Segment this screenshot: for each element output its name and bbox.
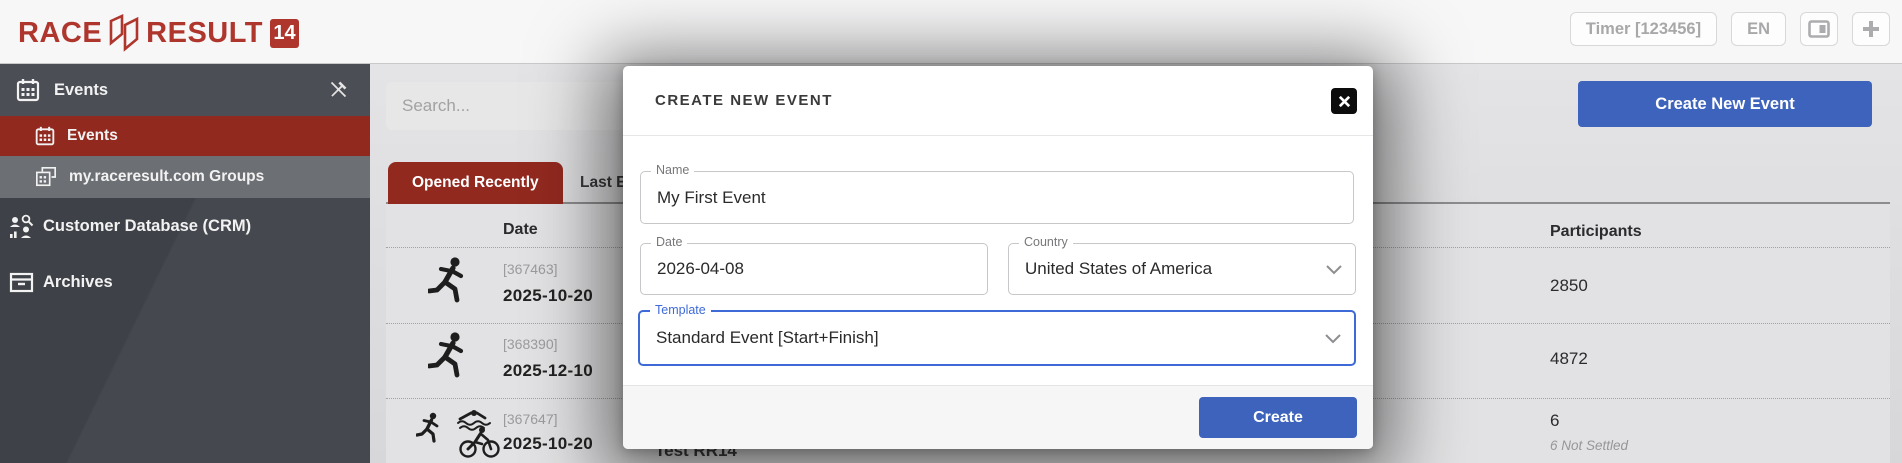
window-panel-icon xyxy=(1808,20,1830,38)
logo-text-result: RESULT xyxy=(146,16,264,49)
archive-icon xyxy=(9,272,34,292)
name-input[interactable] xyxy=(641,172,1353,223)
country-select[interactable]: Country United States of America xyxy=(1008,235,1356,295)
calendar-icon xyxy=(35,126,55,146)
chevron-down-icon xyxy=(1325,334,1341,344)
triathlon-icon xyxy=(416,410,500,458)
sidebar-item-events-header[interactable]: Events xyxy=(0,64,370,116)
window-layout-button[interactable] xyxy=(1800,12,1838,46)
sidebar-item-label: Events xyxy=(67,127,118,144)
event-date: 2025-10-20 xyxy=(503,434,593,453)
event-participants: 4872 xyxy=(1550,349,1588,368)
logo-mark-icon xyxy=(109,14,139,52)
sidebar-item-label: my.raceresult.com Groups xyxy=(69,168,265,185)
country-selected-value: United States of America xyxy=(1025,259,1213,278)
date-field: Date xyxy=(640,235,988,295)
logo: RACE RESULT 14 xyxy=(18,14,300,52)
dialog-header: CREATE NEW EVENT xyxy=(623,66,1373,136)
event-participants: 2850 xyxy=(1550,276,1588,295)
event-id: [368390] xyxy=(503,336,558,352)
unpin-icon[interactable] xyxy=(328,79,349,100)
event-date: 2025-10-20 xyxy=(503,286,593,305)
chevron-down-icon xyxy=(1326,265,1342,275)
close-button[interactable] xyxy=(1331,88,1357,114)
sidebar-item-events[interactable]: Events xyxy=(0,116,370,156)
create-new-event-dialog: CREATE NEW EVENT Name Date Country Unite… xyxy=(623,66,1373,449)
groups-icon xyxy=(36,167,56,187)
logo-version-badge: 14 xyxy=(270,18,300,48)
column-header-participants: Participants xyxy=(1550,223,1642,240)
template-selected-value: Standard Event [Start+Finish] xyxy=(656,328,879,347)
name-field-label: Name xyxy=(651,163,695,177)
dialog-title: CREATE NEW EVENT xyxy=(655,92,833,109)
event-date: 2025-12-10 xyxy=(503,361,593,380)
topbar-actions: Timer [123456] EN xyxy=(1569,12,1890,46)
sidebar-item-groups[interactable]: my.raceresult.com Groups xyxy=(0,156,370,198)
date-field-label: Date xyxy=(651,235,688,249)
runner-icon xyxy=(428,332,464,378)
event-id: [367463] xyxy=(503,261,558,277)
country-field-label: Country xyxy=(1019,235,1073,249)
timer-account-button[interactable]: Timer [123456] xyxy=(1569,12,1718,46)
sidebar-item-label: Customer Database (CRM) xyxy=(43,216,252,235)
sidebar-item-archives[interactable]: Archives xyxy=(0,254,370,310)
event-settlement-note: 6 Not Settled xyxy=(1550,438,1629,453)
date-input[interactable] xyxy=(641,244,987,294)
create-new-event-button[interactable]: Create New Event xyxy=(1578,81,1872,127)
logo-text-race: RACE xyxy=(18,16,103,49)
sidebar: Events Events xyxy=(0,64,370,463)
sidebar-item-crm[interactable]: Customer Database (CRM) xyxy=(0,198,370,254)
sidebar-item-label: Archives xyxy=(43,272,113,291)
close-icon xyxy=(1338,95,1350,107)
calendar-icon xyxy=(16,79,40,102)
tab-opened-recently[interactable]: Opened Recently xyxy=(388,162,563,204)
crm-icon xyxy=(10,214,34,238)
sidebar-item-label: Events xyxy=(54,80,109,99)
template-select[interactable]: Template Standard Event [Start+Finish] xyxy=(638,303,1356,366)
event-id: [367647] xyxy=(503,411,558,427)
event-participants: 6 xyxy=(1550,411,1560,430)
runner-icon xyxy=(428,257,464,303)
language-button[interactable]: EN xyxy=(1731,12,1786,46)
plus-icon xyxy=(1863,21,1879,37)
name-field: Name xyxy=(640,163,1354,224)
dialog-footer: Create xyxy=(623,385,1373,449)
create-button[interactable]: Create xyxy=(1199,397,1357,438)
add-tab-button[interactable] xyxy=(1852,12,1890,46)
topbar: RACE RESULT 14 Timer [123456] EN xyxy=(0,0,1902,64)
template-field-label: Template xyxy=(650,303,711,317)
column-header-date: Date xyxy=(503,221,538,238)
